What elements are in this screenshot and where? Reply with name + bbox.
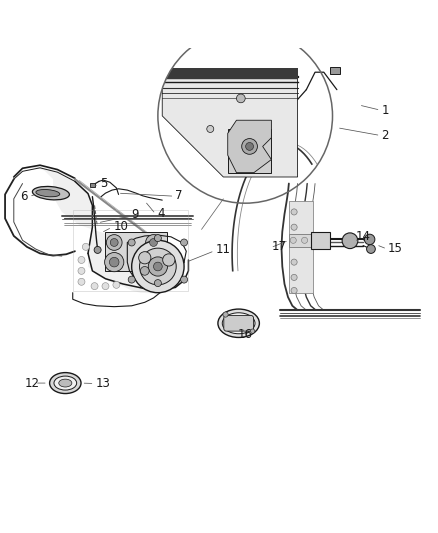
Circle shape (78, 278, 85, 285)
Text: 12: 12 (25, 377, 40, 390)
Circle shape (154, 280, 161, 287)
Text: 6: 6 (20, 190, 28, 203)
Circle shape (128, 239, 135, 246)
Circle shape (94, 246, 101, 253)
Bar (289, 234, 311, 247)
Circle shape (242, 139, 258, 154)
Circle shape (153, 262, 162, 271)
Text: 4: 4 (157, 207, 165, 220)
Circle shape (106, 235, 122, 251)
Circle shape (301, 237, 307, 244)
Ellipse shape (49, 373, 81, 393)
Circle shape (291, 239, 297, 246)
Polygon shape (162, 79, 297, 177)
Bar (106, 231, 166, 271)
Circle shape (78, 256, 85, 263)
Circle shape (110, 257, 119, 267)
Circle shape (246, 142, 254, 150)
Circle shape (105, 253, 124, 272)
Ellipse shape (218, 309, 259, 337)
Circle shape (342, 233, 358, 248)
Circle shape (113, 281, 120, 288)
Text: 5: 5 (100, 177, 108, 190)
Circle shape (180, 276, 187, 283)
Circle shape (251, 329, 255, 333)
Text: 7: 7 (175, 189, 183, 202)
Circle shape (141, 266, 149, 275)
Circle shape (102, 282, 109, 289)
Circle shape (148, 257, 167, 276)
Circle shape (132, 240, 184, 293)
Circle shape (291, 209, 297, 215)
Circle shape (150, 239, 157, 246)
Circle shape (290, 237, 296, 244)
Circle shape (291, 287, 297, 294)
Circle shape (207, 125, 214, 133)
Circle shape (82, 244, 89, 251)
Circle shape (162, 254, 175, 266)
Ellipse shape (36, 190, 60, 197)
Circle shape (140, 248, 176, 285)
Bar (228, 129, 272, 173)
Circle shape (367, 245, 375, 253)
Circle shape (223, 312, 228, 317)
Polygon shape (10, 166, 184, 294)
Ellipse shape (32, 187, 69, 200)
Bar (311, 231, 330, 249)
Circle shape (110, 239, 118, 246)
Circle shape (154, 235, 161, 241)
Circle shape (146, 235, 161, 251)
FancyBboxPatch shape (162, 68, 297, 79)
Ellipse shape (222, 313, 255, 334)
Circle shape (237, 94, 245, 103)
Bar (289, 201, 313, 293)
Text: 15: 15 (388, 241, 403, 255)
Circle shape (291, 224, 297, 230)
Circle shape (78, 268, 85, 274)
FancyBboxPatch shape (224, 316, 254, 331)
Circle shape (91, 282, 98, 289)
Circle shape (144, 253, 163, 272)
Circle shape (139, 252, 151, 264)
Text: 17: 17 (272, 240, 286, 253)
Ellipse shape (54, 376, 77, 390)
Text: 16: 16 (237, 328, 252, 341)
Circle shape (128, 276, 135, 283)
Circle shape (291, 259, 297, 265)
Text: 9: 9 (132, 208, 139, 222)
Text: 14: 14 (355, 230, 370, 243)
Text: 13: 13 (96, 377, 111, 390)
Bar (330, 67, 340, 75)
Text: 2: 2 (381, 129, 389, 142)
Text: 11: 11 (215, 244, 230, 256)
Circle shape (180, 239, 187, 246)
Bar (73, 210, 188, 290)
Ellipse shape (59, 379, 72, 387)
Circle shape (364, 234, 375, 245)
Circle shape (149, 257, 158, 267)
Bar (90, 183, 95, 188)
Text: 10: 10 (113, 220, 128, 233)
Text: 1: 1 (381, 104, 389, 117)
Circle shape (291, 274, 297, 280)
Polygon shape (228, 120, 272, 173)
